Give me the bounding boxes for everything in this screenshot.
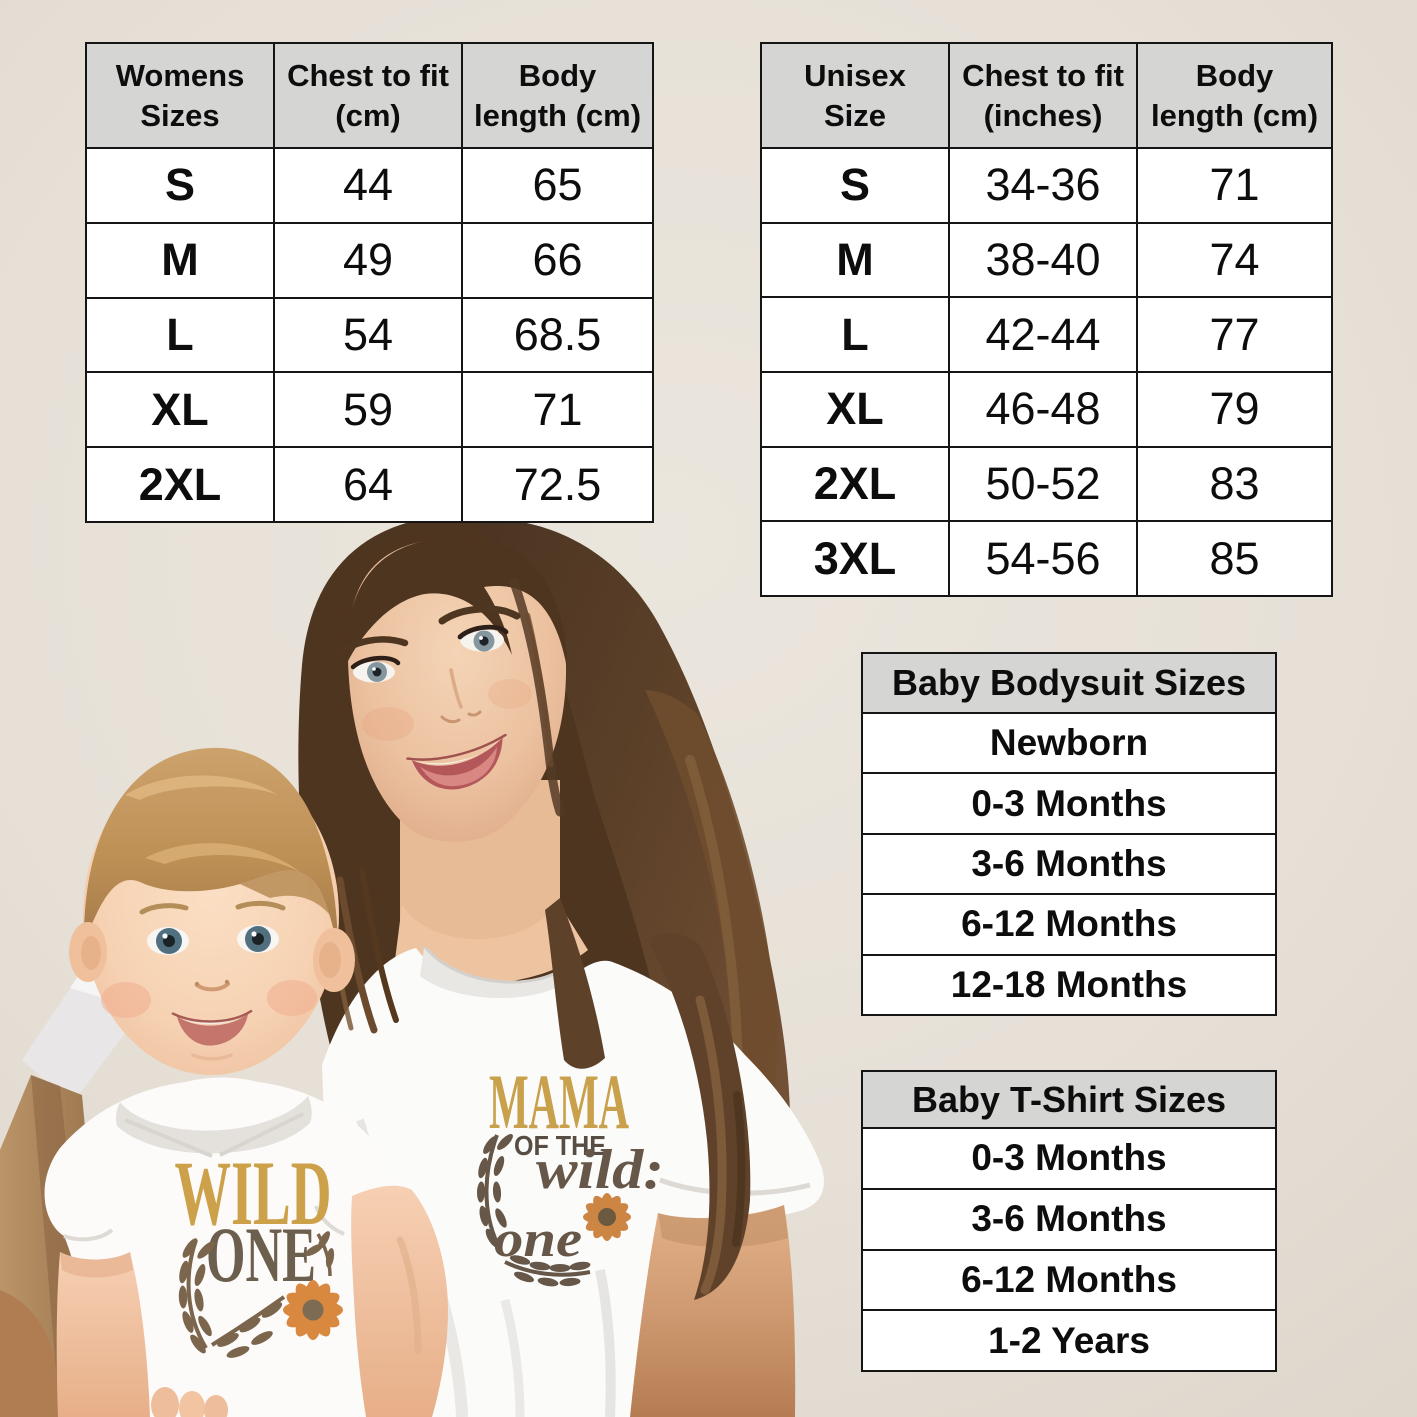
svg-text:wild:: wild: [536,1139,664,1201]
svg-text:WILD: WILD [175,1142,332,1244]
svg-text:MAMA: MAMA [489,1058,629,1145]
svg-text:one: one [494,1211,582,1268]
svg-text:OF THE: OF THE [514,1130,606,1161]
svg-text:ONE: ONE [206,1211,316,1298]
